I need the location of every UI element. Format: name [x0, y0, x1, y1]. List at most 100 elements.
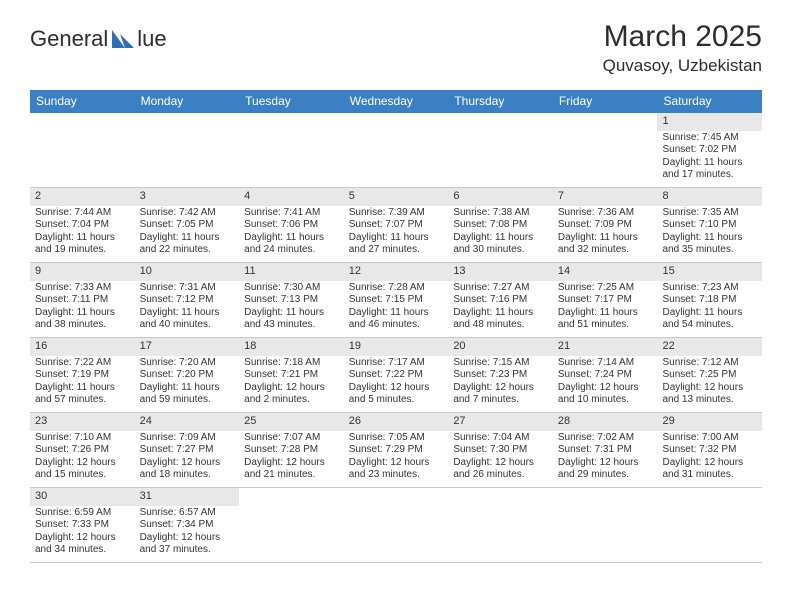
sunset-text: Sunset: 7:15 PM — [349, 294, 444, 307]
day-cell: 24Sunrise: 7:09 AMSunset: 7:27 PMDayligh… — [135, 413, 240, 487]
sunrise-text: Sunrise: 7:00 AM — [662, 432, 757, 445]
day-body: Sunrise: 7:20 AMSunset: 7:20 PMDaylight:… — [135, 356, 240, 410]
day-cell: 25Sunrise: 7:07 AMSunset: 7:28 PMDayligh… — [239, 413, 344, 487]
day-cell: 26Sunrise: 7:05 AMSunset: 7:29 PMDayligh… — [344, 413, 449, 487]
day-cell: 20Sunrise: 7:15 AMSunset: 7:23 PMDayligh… — [448, 338, 553, 412]
day-cell: 29Sunrise: 7:00 AMSunset: 7:32 PMDayligh… — [657, 413, 762, 487]
day-body: Sunrise: 7:00 AMSunset: 7:32 PMDaylight:… — [657, 431, 762, 485]
day-cell: 11Sunrise: 7:30 AMSunset: 7:13 PMDayligh… — [239, 263, 344, 337]
day-cell: 10Sunrise: 7:31 AMSunset: 7:12 PMDayligh… — [135, 263, 240, 337]
day-number: 29 — [657, 413, 762, 431]
day-cell: 1Sunrise: 7:45 AMSunset: 7:02 PMDaylight… — [657, 113, 762, 187]
week-row: 23Sunrise: 7:10 AMSunset: 7:26 PMDayligh… — [30, 413, 762, 488]
sunrise-text: Sunrise: 7:10 AM — [35, 432, 130, 445]
sunrise-text: Sunrise: 7:41 AM — [244, 207, 339, 220]
day-number: 6 — [448, 188, 553, 206]
day-cell: 4Sunrise: 7:41 AMSunset: 7:06 PMDaylight… — [239, 188, 344, 262]
day-body: Sunrise: 7:39 AMSunset: 7:07 PMDaylight:… — [344, 206, 449, 260]
daylight-text: Daylight: 12 hours and 10 minutes. — [558, 382, 653, 407]
day-number: 7 — [553, 188, 658, 206]
day-cell: 16Sunrise: 7:22 AMSunset: 7:19 PMDayligh… — [30, 338, 135, 412]
sunrise-text: Sunrise: 7:25 AM — [558, 282, 653, 295]
day-number: 26 — [344, 413, 449, 431]
daylight-text: Daylight: 12 hours and 31 minutes. — [662, 457, 757, 482]
day-body: Sunrise: 7:14 AMSunset: 7:24 PMDaylight:… — [553, 356, 658, 410]
sunrise-text: Sunrise: 7:05 AM — [349, 432, 444, 445]
sunset-text: Sunset: 7:08 PM — [453, 219, 548, 232]
weekday-header: Wednesday — [344, 90, 449, 113]
sunrise-text: Sunrise: 7:15 AM — [453, 357, 548, 370]
day-number: 16 — [30, 338, 135, 356]
week-row: 2Sunrise: 7:44 AMSunset: 7:04 PMDaylight… — [30, 188, 762, 263]
logo-sail-icon — [110, 28, 136, 50]
day-number: 14 — [553, 263, 658, 281]
day-cell-empty — [553, 488, 658, 562]
day-body: Sunrise: 7:45 AMSunset: 7:02 PMDaylight:… — [657, 131, 762, 185]
sunset-text: Sunset: 7:32 PM — [662, 444, 757, 457]
sunset-text: Sunset: 7:29 PM — [349, 444, 444, 457]
day-body: Sunrise: 7:44 AMSunset: 7:04 PMDaylight:… — [30, 206, 135, 260]
day-number: 24 — [135, 413, 240, 431]
logo-text-left: General — [30, 26, 108, 52]
day-cell-empty — [239, 113, 344, 187]
day-number: 5 — [344, 188, 449, 206]
sunset-text: Sunset: 7:30 PM — [453, 444, 548, 457]
sunset-text: Sunset: 7:26 PM — [35, 444, 130, 457]
day-number: 23 — [30, 413, 135, 431]
sunrise-text: Sunrise: 7:44 AM — [35, 207, 130, 220]
daylight-text: Daylight: 12 hours and 15 minutes. — [35, 457, 130, 482]
day-body: Sunrise: 7:05 AMSunset: 7:29 PMDaylight:… — [344, 431, 449, 485]
day-cell-empty — [448, 113, 553, 187]
day-cell: 13Sunrise: 7:27 AMSunset: 7:16 PMDayligh… — [448, 263, 553, 337]
sunset-text: Sunset: 7:05 PM — [140, 219, 235, 232]
day-number: 8 — [657, 188, 762, 206]
sunset-text: Sunset: 7:20 PM — [140, 369, 235, 382]
day-number: 30 — [30, 488, 135, 506]
day-cell: 28Sunrise: 7:02 AMSunset: 7:31 PMDayligh… — [553, 413, 658, 487]
daylight-text: Daylight: 12 hours and 7 minutes. — [453, 382, 548, 407]
sunset-text: Sunset: 7:11 PM — [35, 294, 130, 307]
sunset-text: Sunset: 7:07 PM — [349, 219, 444, 232]
day-body: Sunrise: 7:15 AMSunset: 7:23 PMDaylight:… — [448, 356, 553, 410]
day-body: Sunrise: 7:17 AMSunset: 7:22 PMDaylight:… — [344, 356, 449, 410]
day-cell: 30Sunrise: 6:59 AMSunset: 7:33 PMDayligh… — [30, 488, 135, 562]
sunrise-text: Sunrise: 7:07 AM — [244, 432, 339, 445]
sunset-text: Sunset: 7:23 PM — [453, 369, 548, 382]
day-cell: 27Sunrise: 7:04 AMSunset: 7:30 PMDayligh… — [448, 413, 553, 487]
day-body: Sunrise: 7:35 AMSunset: 7:10 PMDaylight:… — [657, 206, 762, 260]
sunrise-text: Sunrise: 7:02 AM — [558, 432, 653, 445]
daylight-text: Daylight: 11 hours and 35 minutes. — [662, 232, 757, 257]
day-cell-empty — [657, 488, 762, 562]
day-number: 21 — [553, 338, 658, 356]
sunrise-text: Sunrise: 7:14 AM — [558, 357, 653, 370]
day-body: Sunrise: 7:12 AMSunset: 7:25 PMDaylight:… — [657, 356, 762, 410]
day-cell: 3Sunrise: 7:42 AMSunset: 7:05 PMDaylight… — [135, 188, 240, 262]
day-number: 13 — [448, 263, 553, 281]
daylight-text: Daylight: 12 hours and 18 minutes. — [140, 457, 235, 482]
day-number: 11 — [239, 263, 344, 281]
day-cell-empty — [553, 113, 658, 187]
sunrise-text: Sunrise: 7:04 AM — [453, 432, 548, 445]
day-number: 17 — [135, 338, 240, 356]
day-cell: 17Sunrise: 7:20 AMSunset: 7:20 PMDayligh… — [135, 338, 240, 412]
day-number: 15 — [657, 263, 762, 281]
sunrise-text: Sunrise: 7:20 AM — [140, 357, 235, 370]
daylight-text: Daylight: 11 hours and 40 minutes. — [140, 307, 235, 332]
day-cell-empty — [135, 113, 240, 187]
header: General lue March 2025 Quvasoy, Uzbekist… — [0, 0, 792, 84]
daylight-text: Daylight: 11 hours and 43 minutes. — [244, 307, 339, 332]
daylight-text: Daylight: 11 hours and 24 minutes. — [244, 232, 339, 257]
day-number: 18 — [239, 338, 344, 356]
sunset-text: Sunset: 7:06 PM — [244, 219, 339, 232]
day-body: Sunrise: 7:36 AMSunset: 7:09 PMDaylight:… — [553, 206, 658, 260]
logo: General lue — [30, 20, 167, 52]
weekday-header: Thursday — [448, 90, 553, 113]
location: Quvasoy, Uzbekistan — [603, 56, 762, 76]
daylight-text: Daylight: 11 hours and 46 minutes. — [349, 307, 444, 332]
sunset-text: Sunset: 7:18 PM — [662, 294, 757, 307]
day-cell: 2Sunrise: 7:44 AMSunset: 7:04 PMDaylight… — [30, 188, 135, 262]
daylight-text: Daylight: 11 hours and 38 minutes. — [35, 307, 130, 332]
day-cell: 23Sunrise: 7:10 AMSunset: 7:26 PMDayligh… — [30, 413, 135, 487]
day-body: Sunrise: 7:09 AMSunset: 7:27 PMDaylight:… — [135, 431, 240, 485]
sunrise-text: Sunrise: 7:18 AM — [244, 357, 339, 370]
